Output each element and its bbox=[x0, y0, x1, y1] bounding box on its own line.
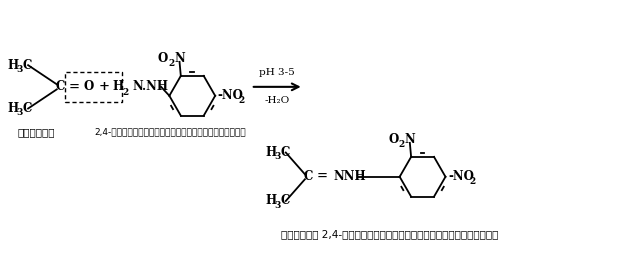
Text: H: H bbox=[265, 194, 277, 207]
Text: 3: 3 bbox=[274, 153, 281, 161]
Text: C: C bbox=[280, 194, 289, 207]
Text: H: H bbox=[8, 59, 19, 72]
Text: NNH: NNH bbox=[334, 170, 366, 183]
Text: O: O bbox=[388, 132, 399, 145]
Text: pH 3-5: pH 3-5 bbox=[259, 68, 295, 77]
Text: H: H bbox=[113, 80, 124, 93]
Text: C: C bbox=[304, 170, 312, 183]
Text: H: H bbox=[265, 146, 277, 159]
Text: =: = bbox=[68, 80, 79, 93]
Text: 2: 2 bbox=[168, 59, 174, 68]
Text: C: C bbox=[22, 102, 32, 115]
Text: =: = bbox=[316, 170, 328, 183]
Text: C: C bbox=[22, 59, 32, 72]
Text: N.NH: N.NH bbox=[132, 80, 169, 93]
Text: C: C bbox=[280, 146, 289, 159]
Text: H: H bbox=[8, 102, 19, 115]
Text: 2: 2 bbox=[399, 140, 404, 149]
Text: O: O bbox=[84, 80, 94, 93]
Text: -NO: -NO bbox=[218, 89, 243, 102]
Text: -H₂O: -H₂O bbox=[265, 96, 290, 105]
Text: 2,4-डाइनाइट्रोफेनिलहाइड्राजीन: 2,4-डाइनाइट्रोफेनिलहाइड्राजीन bbox=[94, 128, 246, 137]
Text: 2: 2 bbox=[239, 96, 245, 105]
Text: +: + bbox=[99, 80, 110, 93]
Text: N: N bbox=[404, 132, 415, 145]
Text: 3: 3 bbox=[17, 65, 23, 74]
Text: 2: 2 bbox=[469, 177, 475, 186]
Text: -NO: -NO bbox=[448, 170, 474, 183]
Text: C: C bbox=[55, 80, 65, 93]
Text: 3: 3 bbox=[274, 201, 281, 210]
Text: 3: 3 bbox=[17, 109, 23, 117]
Text: N: N bbox=[174, 52, 185, 65]
Text: ऐसीटोन 2,4-डाइनाइट्रोफेनिलहाइड्राजोन: ऐसीटोन 2,4-डाइनाइट्रोफेनिलहाइड्राजोन bbox=[281, 229, 498, 239]
Text: 2: 2 bbox=[122, 88, 128, 97]
Text: ऐसीटोन: ऐसीटोन bbox=[18, 127, 55, 137]
Text: O: O bbox=[158, 52, 168, 65]
